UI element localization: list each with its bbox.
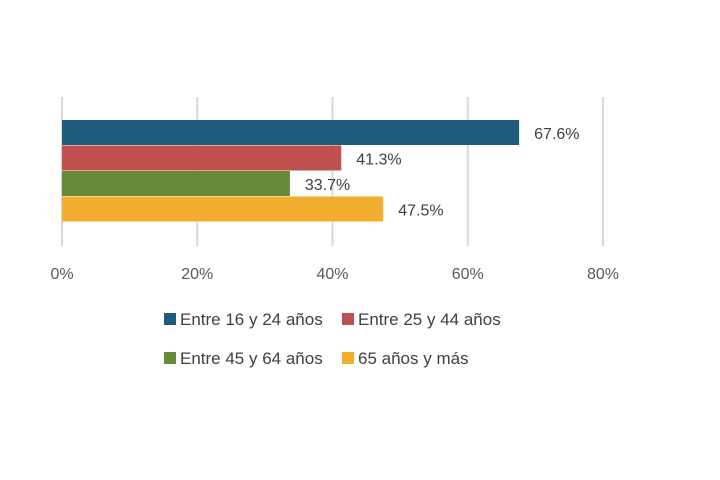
data-label: 67.6% bbox=[534, 126, 579, 143]
legend-swatch bbox=[342, 352, 354, 364]
bar bbox=[62, 171, 290, 196]
bars bbox=[62, 120, 520, 222]
data-label: 33.7% bbox=[305, 177, 350, 194]
legend-label: 65 años y más bbox=[358, 349, 469, 368]
legend-item: Entre 16 y 24 años bbox=[164, 310, 323, 329]
data-label: 41.3% bbox=[356, 151, 401, 168]
legend-item: Entre 25 y 44 años bbox=[342, 310, 501, 329]
x-tick-label: 20% bbox=[181, 266, 213, 283]
legend-swatch bbox=[164, 313, 176, 325]
legend-label: Entre 25 y 44 años bbox=[358, 310, 501, 329]
bar bbox=[62, 196, 384, 222]
data-labels: 67.6% 41.3% 33.7% 47.5% bbox=[305, 126, 580, 220]
x-axis: 0% 20% 40% 60% 80% bbox=[50, 266, 619, 283]
legend: Entre 16 y 24 años Entre 25 y 44 años Entr… bbox=[164, 310, 501, 368]
x-tick-label: 0% bbox=[50, 266, 73, 283]
bar bbox=[62, 120, 520, 145]
data-label: 47.5% bbox=[398, 202, 443, 219]
bar bbox=[62, 145, 342, 171]
legend-item: Entre 45 y 64 años bbox=[164, 349, 323, 368]
legend-swatch bbox=[342, 313, 354, 325]
legend-swatch bbox=[164, 352, 176, 364]
x-tick-label: 40% bbox=[316, 266, 348, 283]
x-tick-label: 80% bbox=[587, 266, 619, 283]
legend-item: 65 años y más bbox=[342, 349, 469, 368]
legend-label: Entre 45 y 64 años bbox=[180, 349, 323, 368]
x-tick-label: 60% bbox=[452, 266, 484, 283]
legend-label: Entre 16 y 24 años bbox=[180, 310, 323, 329]
